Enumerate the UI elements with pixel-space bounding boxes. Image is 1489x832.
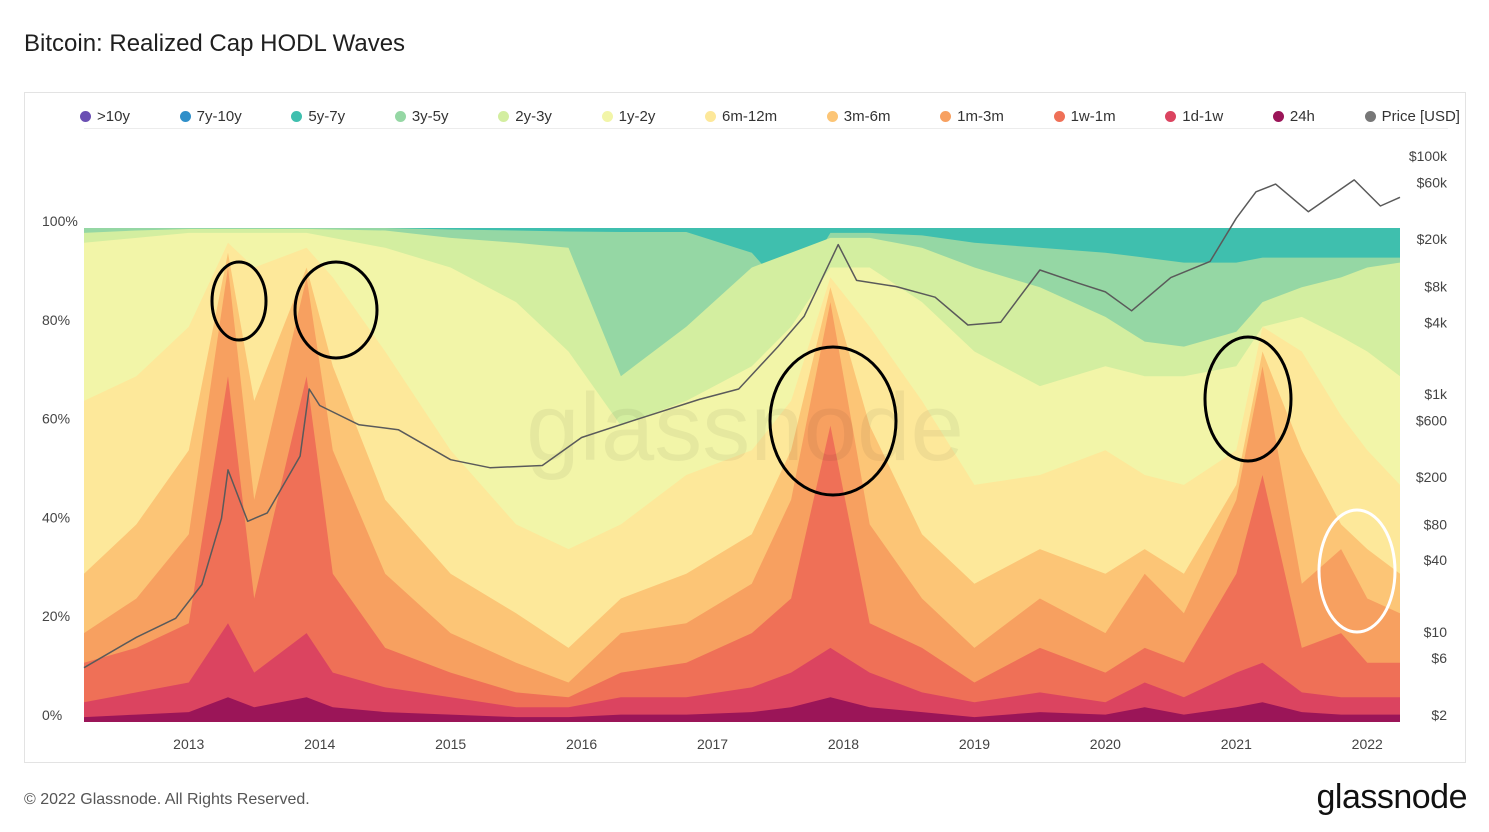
legend-swatch — [80, 110, 91, 122]
legend-item[interactable]: 1d-1w — [1165, 108, 1223, 125]
legend-label: 1m-3m — [957, 107, 1004, 125]
legend-item[interactable]: 5y-7y — [291, 108, 345, 125]
legend-item[interactable]: 6m-12m — [705, 108, 777, 125]
legend-swatch — [498, 110, 510, 122]
chart-legend: >10y 7y-10y 5y-7y 3y-5y 2y-3y 1y-2y 6m-12m 3m-6… — [80, 104, 1460, 128]
watermark: glassnode — [526, 374, 964, 481]
glassnode-logo: glassnode — [1316, 778, 1467, 816]
x-tick-label: 2013 — [173, 736, 204, 752]
copyright-footer: © 2022 Glassnode. All Rights Reserved. — [24, 791, 310, 808]
annotations — [210, 260, 1397, 634]
x-tick-label: 2020 — [1090, 736, 1121, 752]
legend-item[interactable]: Price [USD] — [1364, 107, 1460, 125]
legend-label: 1w-1m — [1070, 107, 1116, 125]
legend-label: 6m-12m — [722, 107, 778, 125]
price-line — [83, 179, 1401, 669]
y-left-tick-label: 80% — [42, 312, 70, 328]
band-1d-1w — [84, 623, 1400, 722]
annotation-circle — [210, 260, 268, 342]
annotation-circle — [1203, 335, 1293, 463]
y-right-tick-label: $80 — [1424, 516, 1448, 532]
price-series — [83, 179, 1401, 669]
legend-label: 1y-2y — [618, 107, 656, 125]
x-tick-label: 2018 — [828, 736, 859, 752]
legend-swatch — [1165, 110, 1177, 122]
legend-item[interactable]: >10y — [80, 108, 130, 125]
y-right-tick-label: $1k — [1424, 386, 1448, 402]
y-right-tick-label: $600 — [1416, 412, 1447, 428]
legend-label: 2y-3y — [515, 107, 552, 125]
legend-label: 5y-7y — [308, 107, 346, 125]
y-right-tick-label: $8k — [1424, 278, 1448, 294]
legend-divider — [84, 128, 1448, 129]
legend-item[interactable]: 1y-2y — [601, 107, 656, 125]
band-1m-3m — [84, 267, 1400, 722]
y-right-tick-label: $40 — [1424, 552, 1448, 568]
y-left-tick-label: 20% — [42, 608, 70, 624]
x-tick-label: 2017 — [697, 736, 728, 752]
x-tick-label: 2019 — [959, 736, 990, 752]
y-right-tick-label: $4k — [1424, 314, 1448, 330]
y-right-tick-label: $2 — [1431, 707, 1447, 723]
legend-swatch — [1053, 110, 1065, 122]
legend-label: 3m-6m — [843, 107, 891, 125]
y-right-tick-label: $200 — [1416, 469, 1447, 485]
legend-item[interactable]: 1w-1m — [1053, 107, 1116, 125]
y-right-tick-label: $20k — [1417, 231, 1448, 247]
y-right-tick-label: $10 — [1424, 624, 1448, 640]
legend-swatch — [291, 110, 303, 122]
legend-label: 3y-5y — [411, 107, 449, 125]
axes: 2013 2014 2015 2016 2017 2018 2019 2020 2021 2022… — [42, 148, 1448, 752]
x-tick-label: 2021 — [1221, 736, 1252, 752]
legend-label: Price [USD] — [1381, 107, 1460, 125]
legend-label: 1d-1w — [1182, 107, 1224, 125]
annotation-circle-white — [1317, 508, 1397, 634]
legend-swatch — [1272, 110, 1284, 122]
band-24h — [84, 697, 1400, 722]
legend-label: 7y-10y — [196, 107, 242, 125]
legend-swatch — [601, 110, 613, 122]
legend-item[interactable]: 2y-3y — [498, 108, 552, 125]
chart-title: Bitcoin: Realized Cap HODL Waves — [24, 30, 406, 57]
legend-item[interactable]: 7y-10y — [179, 107, 242, 125]
annotation-circle — [768, 345, 898, 497]
band-layers — [84, 228, 1400, 723]
y-right-tick-label: $6 — [1431, 650, 1447, 666]
y-left-tick-label: 40% — [42, 509, 70, 525]
annotation-circle — [293, 260, 379, 360]
x-tick-label: 2016 — [566, 736, 597, 752]
legend-item[interactable]: 3m-6m — [826, 107, 891, 125]
y-right-tick-label: $60k — [1417, 174, 1448, 190]
y-right-tick-label: $100k — [1409, 148, 1448, 164]
x-tick-label: 2014 — [304, 736, 335, 752]
legend-label: 24h — [1289, 107, 1315, 125]
legend-item[interactable]: 1m-3m — [940, 108, 1004, 125]
legend-swatch — [826, 110, 838, 122]
legend-swatch — [394, 110, 406, 122]
y-left-tick-label: 100% — [42, 213, 78, 229]
legend-item[interactable]: 24h — [1272, 107, 1315, 125]
legend-label: >10y — [97, 107, 130, 125]
legend-item[interactable]: 3y-5y — [394, 107, 449, 125]
legend-swatch — [940, 110, 952, 122]
legend-swatch — [705, 110, 717, 122]
x-tick-label: 2015 — [435, 736, 466, 752]
legend-swatch — [179, 110, 191, 122]
x-tick-label: 2022 — [1352, 736, 1383, 752]
y-left-tick-label: 0% — [42, 707, 62, 723]
y-left-tick-label: 60% — [42, 411, 70, 427]
legend-swatch — [1364, 110, 1376, 122]
